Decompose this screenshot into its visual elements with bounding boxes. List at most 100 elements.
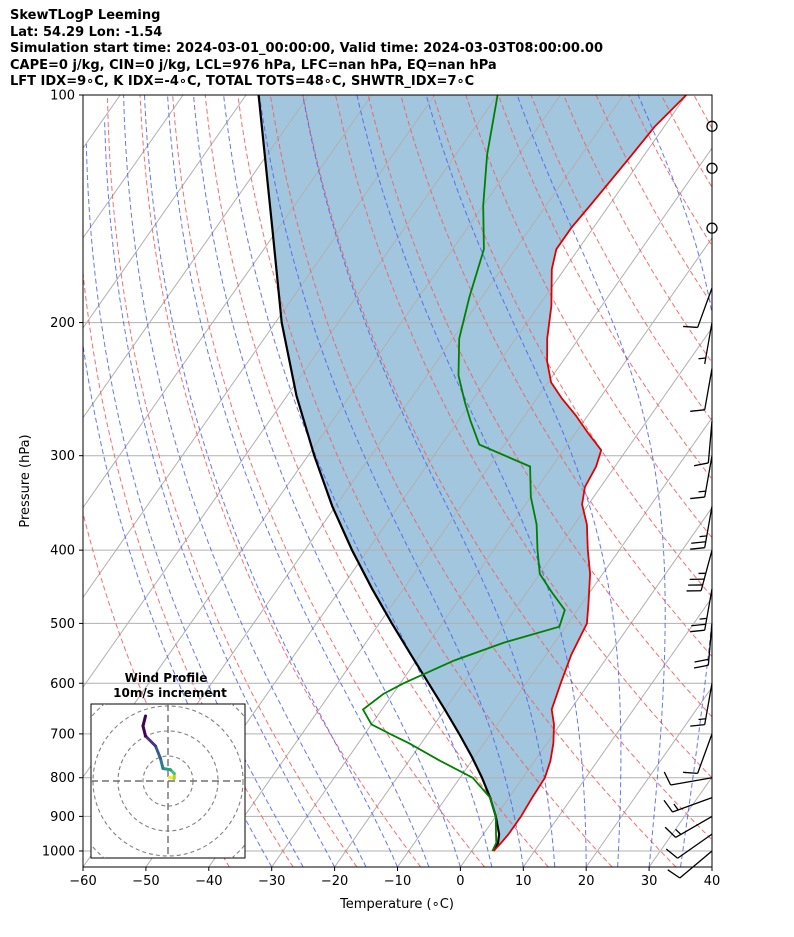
dry-adiabat (759, 95, 794, 867)
barb-full (690, 547, 705, 550)
x-tick-label: 40 (704, 874, 721, 889)
barb-full (663, 799, 674, 813)
dry-adiabat (563, 95, 712, 364)
y-tick-label: 900 (50, 810, 75, 825)
x-tick-label: −60 (69, 874, 96, 889)
x-tick-label: −20 (321, 874, 348, 889)
dry-adiabat (204, 95, 549, 867)
barb-full (690, 409, 705, 412)
dry-adiabat (628, 95, 712, 247)
wind-barb (706, 162, 718, 174)
x-tick-label: −10 (384, 874, 411, 889)
hodograph-area (91, 704, 245, 858)
dry-adiabat (302, 95, 712, 841)
dry-adiabat (237, 95, 613, 867)
barb-staff (679, 850, 713, 879)
y-tick-label: 200 (50, 316, 75, 331)
barb-full (664, 826, 677, 838)
x-tick-label: −50 (132, 874, 159, 889)
y-tick-label: 400 (50, 544, 75, 559)
x-tick-label: 30 (641, 874, 658, 889)
location-line: Lat: 54.29 Lon: -1.54 (10, 24, 163, 40)
barb-full (665, 848, 679, 859)
hodograph-segment (141, 714, 147, 728)
wind-barb (690, 683, 713, 727)
isotherm-line (397, 416, 712, 867)
moist-adiabat (744, 95, 794, 867)
barb-full (690, 496, 705, 500)
dry-adiabat (727, 95, 794, 867)
wind-barb (690, 506, 713, 550)
dry-adiabat (139, 95, 422, 867)
barb-staff (697, 287, 713, 328)
dewpoint-line (361, 95, 566, 852)
isotherm-line (271, 237, 712, 867)
dry-adiabat (432, 95, 712, 598)
y-tick-label: 100 (50, 89, 75, 104)
time-line: Simulation start time: 2024-03-01_00:00:… (10, 41, 603, 56)
wind-barb (683, 287, 713, 329)
x-tick-label: 20 (578, 874, 595, 889)
moist-adiabat (302, 95, 556, 867)
chart-title: SkewTLogP Leeming (10, 8, 161, 23)
isotherm-line (83, 95, 499, 689)
wind-barb (706, 222, 718, 234)
barb-full (663, 771, 672, 786)
shaded-area (258, 95, 687, 851)
barb-full (683, 325, 698, 329)
wind-barb (698, 322, 713, 365)
y-tick-label: 700 (50, 727, 75, 742)
barb-staff (704, 368, 713, 410)
wind-barb (693, 623, 713, 669)
moist-adiabat (223, 95, 493, 867)
x-tick-label: −40 (195, 874, 222, 889)
dry-adiabat (83, 268, 294, 867)
wind-barb (690, 455, 713, 500)
indices-line-2: LFT IDX=9∘C, K IDX=-4∘C, TOTAL TOTS=48∘C… (10, 74, 475, 89)
barb-full (693, 462, 709, 467)
wind-barb (690, 588, 713, 633)
wind-barb (664, 815, 713, 838)
moist-adiabat (637, 95, 712, 867)
wind-barb (690, 368, 713, 412)
dry-adiabat (83, 511, 230, 867)
y-tick-label: 500 (50, 617, 75, 632)
barb-full (683, 771, 698, 774)
isotherm-line (585, 686, 712, 867)
dry-adiabat (172, 95, 485, 867)
barb-half (698, 490, 706, 493)
y-tick-label: 300 (50, 449, 75, 464)
barb-half (675, 828, 682, 835)
dry-adiabat (465, 95, 712, 539)
barb-staff (707, 623, 713, 666)
moist-adiabat (356, 95, 587, 867)
barb-staff (672, 797, 713, 813)
barb-full (691, 623, 706, 627)
wind-barb (667, 850, 713, 879)
y-tick-label: 800 (50, 771, 75, 786)
isotherm-line (83, 95, 436, 599)
y-axis-label: Pressure (hPa) (18, 434, 33, 527)
wind-barb (663, 797, 713, 813)
dry-adiabat (106, 95, 358, 867)
barb-staff (670, 777, 713, 786)
y-tick-label: 1000 (42, 844, 75, 859)
barb-staff (704, 322, 713, 365)
wind-barb (686, 549, 713, 592)
barb-half (699, 617, 707, 620)
barb-staff (700, 549, 713, 591)
isotherm-line (459, 506, 712, 867)
barb-staff (704, 683, 713, 725)
isotherm-line (648, 776, 712, 867)
hodograph-segment (154, 744, 162, 760)
barb-full (694, 658, 709, 663)
dry-adiabat (660, 95, 712, 189)
x-tick-label: −30 (258, 874, 285, 889)
moist-adiabat (104, 120, 336, 867)
hodograph-segment (141, 724, 147, 738)
moist-adiabat (193, 95, 461, 867)
hodograph-title: Wind Profile (125, 671, 208, 685)
isotherm-line (522, 596, 712, 867)
dry-adiabat (335, 95, 712, 779)
